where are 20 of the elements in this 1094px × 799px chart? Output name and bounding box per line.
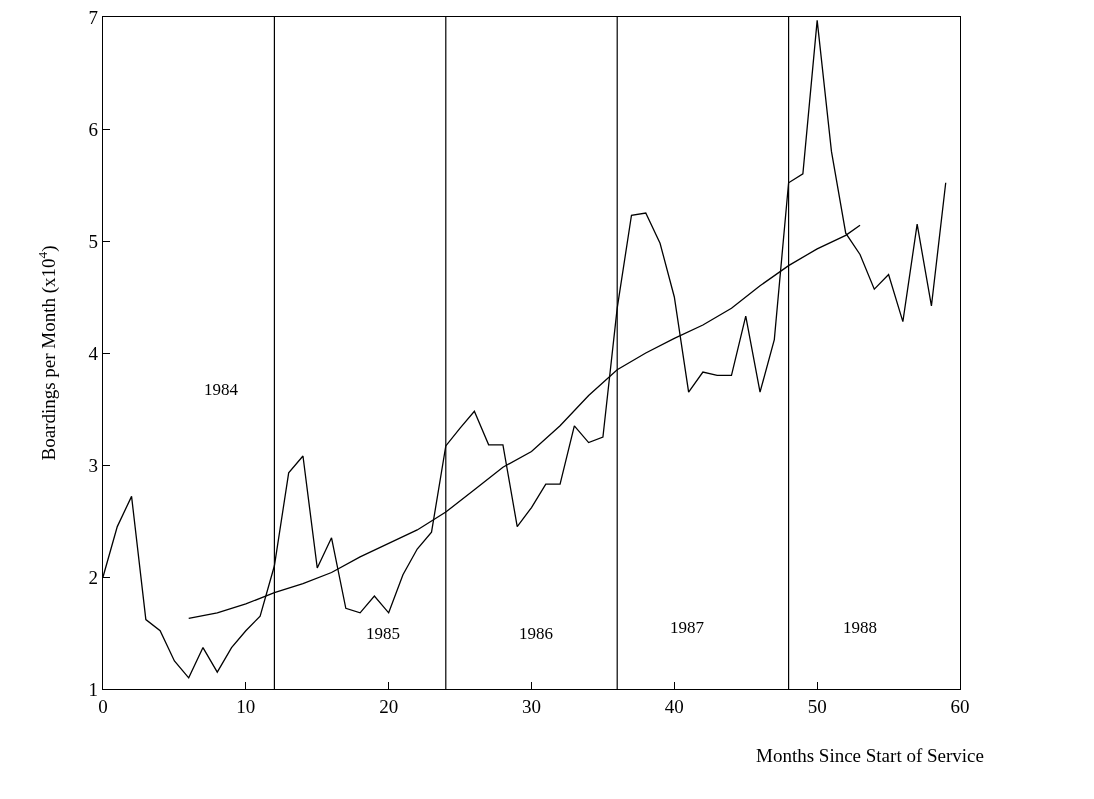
x-axis-title: Months Since Start of Service [756, 745, 984, 766]
x-tick-label: 0 [98, 695, 108, 717]
y-tick-label: 7 [88, 6, 99, 28]
annotation: 1986 [519, 624, 553, 643]
x-tick-label: 40 [664, 695, 684, 717]
x-tick-label: 50 [807, 695, 827, 717]
y-tick-label: 1 [88, 678, 99, 700]
annotation: 1988 [843, 618, 877, 637]
y-tick-label: 2 [88, 566, 99, 588]
annotation: 1984 [204, 380, 239, 399]
annotation: 1985 [366, 624, 400, 643]
annotation: 1987 [670, 618, 705, 637]
x-tick-label: 10 [236, 695, 256, 717]
x-tick-label: 60 [950, 695, 970, 717]
x-tick-label: 30 [522, 695, 541, 717]
x-tick-label: 20 [379, 695, 399, 717]
y-tick-label: 4 [88, 342, 99, 364]
y-tick-label: 6 [88, 118, 99, 140]
y-tick-label: 5 [88, 230, 99, 252]
y-tick-label: 3 [88, 454, 99, 476]
